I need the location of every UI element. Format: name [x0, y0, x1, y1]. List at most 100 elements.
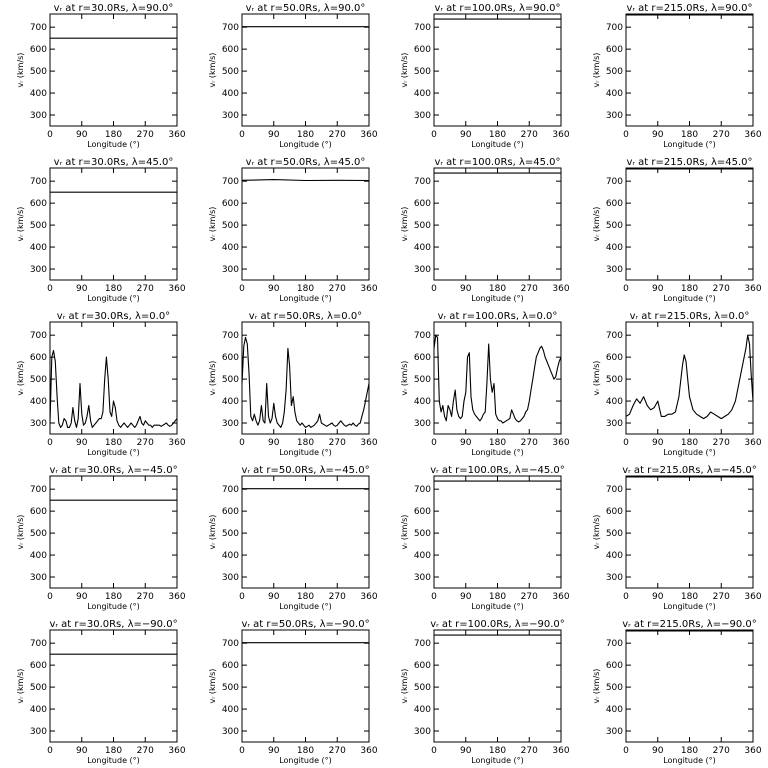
subplot-4: vᵣ at r=215.0Rs, λ=90.0° 0 90 180 270 360 300 4… — [592, 3, 762, 149]
plot-frame — [433, 475, 562, 589]
plot-frame — [433, 167, 562, 281]
x-tick-label: 180 — [297, 438, 314, 448]
y-tick-label: 400 — [414, 705, 431, 715]
x-axis-label: Longitude (°) — [663, 448, 716, 457]
series-line — [241, 336, 370, 428]
subplot-title: vᵣ at r=215.0Rs, λ=90.0° — [626, 3, 752, 14]
x-tick-label: 180 — [489, 746, 506, 756]
y-tick-label: 300 — [606, 727, 623, 737]
y-tick-label: 300 — [606, 265, 623, 275]
y-axis-label: vᵣ (km/s) — [208, 207, 217, 242]
y-tick-label: 500 — [414, 529, 431, 539]
y-tick-label: 500 — [30, 67, 47, 77]
y-tick-label: 400 — [414, 89, 431, 99]
x-tick-label: 360 — [168, 746, 185, 756]
y-tick-label: 500 — [30, 221, 47, 231]
subplot-20: vᵣ at r=215.0Rs, λ=−90.0° 0 90 180 270 360 300… — [592, 619, 762, 765]
x-tick-label: 90 — [76, 746, 88, 756]
subplot-title: vᵣ at r=100.0Rs, λ=0.0° — [438, 311, 558, 322]
x-tick-label: 270 — [329, 438, 346, 448]
x-tick-label: 0 — [47, 438, 53, 448]
x-tick-label: 270 — [329, 284, 346, 294]
y-tick-label: 400 — [606, 397, 623, 407]
x-tick-label: 270 — [521, 130, 538, 140]
series-line — [433, 334, 562, 424]
subplot-2: vᵣ at r=50.0Rs, λ=90.0° 0 90 180 270 360 300 40… — [208, 3, 378, 149]
x-tick-label: 180 — [297, 592, 314, 602]
x-tick-label: 360 — [552, 438, 569, 448]
subplot-16: vᵣ at r=215.0Rs, λ=−45.0° 0 90 180 270 360 300… — [592, 465, 762, 611]
y-tick-label: 400 — [30, 243, 47, 253]
x-tick-label: 180 — [489, 438, 506, 448]
x-tick-label: 180 — [297, 746, 314, 756]
plot-frame — [49, 321, 178, 435]
y-tick-label: 400 — [606, 243, 623, 253]
subplot-title: vᵣ at r=30.0Rs, λ=90.0° — [54, 3, 174, 14]
y-axis-label: vᵣ (km/s) — [208, 669, 217, 704]
x-tick-label: 90 — [652, 130, 664, 140]
y-tick-label: 700 — [414, 485, 431, 495]
subplot-8: vᵣ at r=215.0Rs, λ=45.0° 0 90 180 270 360 300 4… — [592, 157, 762, 303]
y-tick-label: 500 — [222, 221, 239, 231]
y-tick-label: 600 — [414, 199, 431, 209]
x-tick-label: 360 — [360, 130, 377, 140]
subplot-9: vᵣ at r=30.0Rs, λ=0.0° 0 90 180 270 360 300 400… — [16, 311, 186, 457]
x-tick-label: 360 — [552, 592, 569, 602]
y-tick-label: 400 — [606, 89, 623, 99]
y-axis-label: vᵣ (km/s) — [592, 207, 601, 242]
plot-frame — [241, 167, 370, 281]
x-tick-label: 0 — [431, 746, 437, 756]
y-tick-label: 600 — [606, 661, 623, 671]
y-tick-label: 500 — [606, 529, 623, 539]
y-tick-label: 600 — [606, 353, 623, 363]
subplot-title: vᵣ at r=50.0Rs, λ=−45.0° — [241, 465, 369, 476]
x-tick-label: 0 — [431, 130, 437, 140]
plot-frame — [625, 321, 754, 435]
x-tick-label: 0 — [47, 592, 53, 602]
x-tick-label: 180 — [297, 130, 314, 140]
y-axis-label: vᵣ (km/s) — [400, 669, 409, 704]
y-tick-label: 600 — [222, 507, 239, 517]
x-axis-label: Longitude (°) — [663, 756, 716, 765]
y-tick-label: 700 — [30, 177, 47, 187]
x-axis-label: Longitude (°) — [663, 294, 716, 303]
y-tick-label: 700 — [222, 177, 239, 187]
y-axis-label: vᵣ (km/s) — [400, 207, 409, 242]
y-tick-label: 300 — [30, 573, 47, 583]
y-axis-label: vᵣ (km/s) — [592, 515, 601, 550]
y-tick-label: 500 — [222, 529, 239, 539]
y-axis-label: vᵣ (km/s) — [592, 361, 601, 396]
y-tick-label: 700 — [606, 331, 623, 341]
y-tick-label: 500 — [606, 221, 623, 231]
plot-frame — [49, 13, 178, 127]
y-tick-label: 700 — [414, 23, 431, 33]
plot-frame — [625, 629, 754, 743]
subplot-title: vᵣ at r=100.0Rs, λ=−90.0° — [430, 619, 565, 630]
x-tick-label: 360 — [744, 438, 761, 448]
x-axis-label: Longitude (°) — [471, 602, 524, 611]
y-tick-label: 600 — [222, 45, 239, 55]
y-tick-label: 300 — [222, 419, 239, 429]
x-tick-label: 0 — [47, 284, 53, 294]
plot-frame — [49, 167, 178, 281]
subplot-3: vᵣ at r=100.0Rs, λ=90.0° 0 90 180 270 360 300 4… — [400, 3, 570, 149]
y-tick-label: 300 — [414, 727, 431, 737]
x-tick-label: 0 — [623, 592, 629, 602]
series-line — [49, 349, 178, 428]
y-axis-label: vᵣ (km/s) — [592, 669, 601, 704]
y-tick-label: 300 — [30, 419, 47, 429]
y-tick-label: 700 — [606, 639, 623, 649]
y-axis-label: vᵣ (km/s) — [208, 53, 217, 88]
x-axis-label: Longitude (°) — [279, 140, 332, 149]
x-axis-label: Longitude (°) — [279, 448, 332, 457]
x-tick-label: 180 — [297, 284, 314, 294]
y-tick-label: 700 — [414, 331, 431, 341]
subplot-title: vᵣ at r=50.0Rs, λ=0.0° — [249, 311, 362, 322]
subplot-title: vᵣ at r=100.0Rs, λ=90.0° — [434, 3, 560, 14]
y-tick-label: 300 — [606, 419, 623, 429]
x-tick-label: 360 — [552, 130, 569, 140]
y-axis-label: vᵣ (km/s) — [16, 53, 25, 88]
x-tick-label: 90 — [76, 438, 88, 448]
x-tick-label: 180 — [105, 592, 122, 602]
x-axis-label: Longitude (°) — [471, 140, 524, 149]
